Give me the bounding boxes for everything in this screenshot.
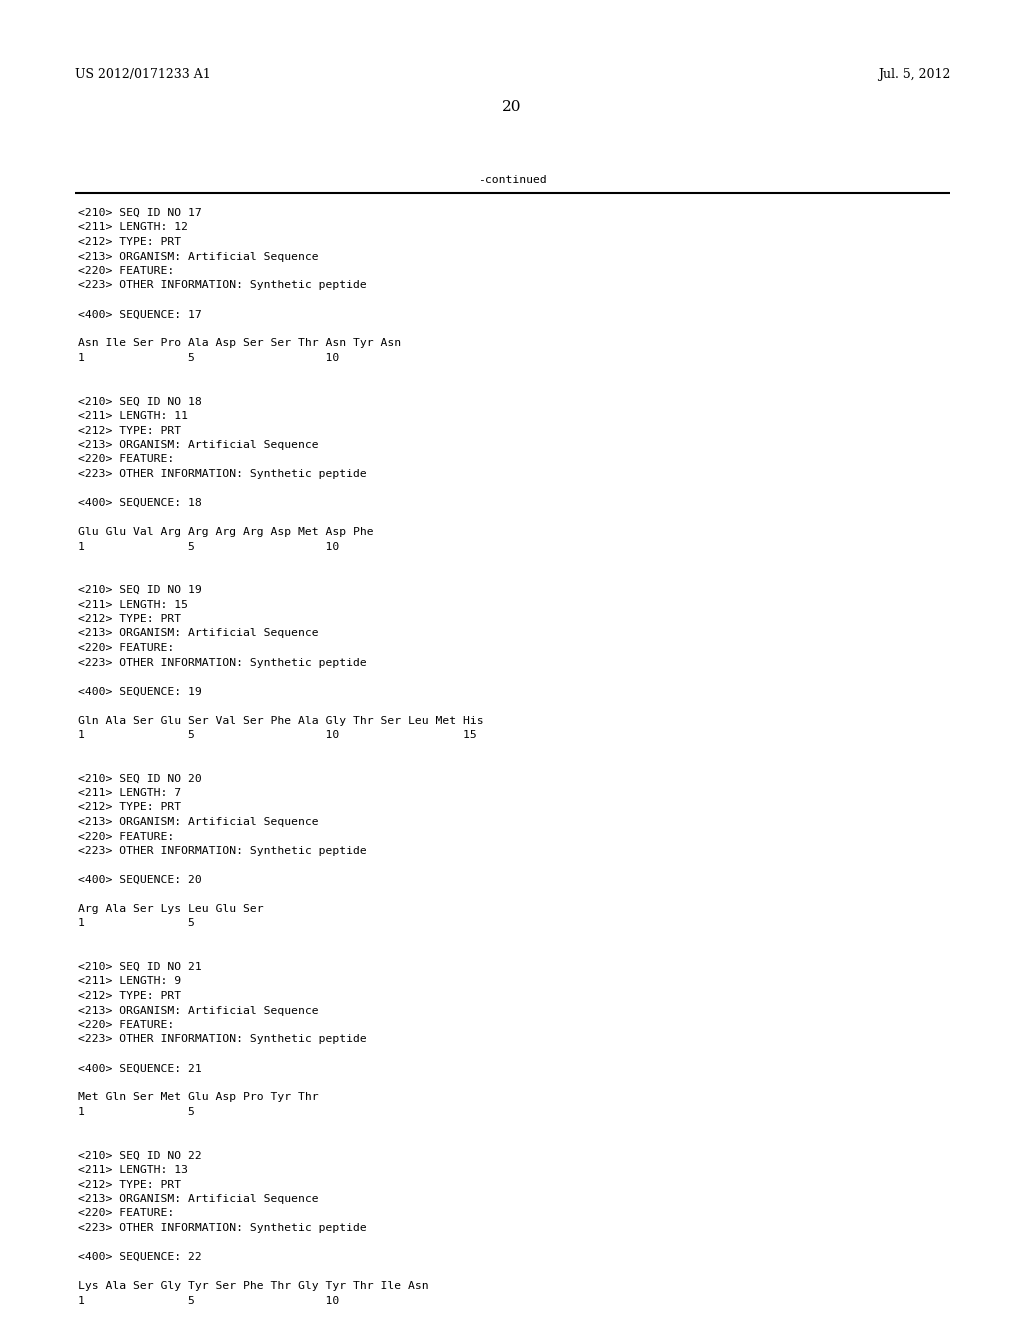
Text: <212> TYPE: PRT: <212> TYPE: PRT bbox=[78, 1180, 181, 1189]
Text: 1               5: 1 5 bbox=[78, 1107, 195, 1117]
Text: <213> ORGANISM: Artificial Sequence: <213> ORGANISM: Artificial Sequence bbox=[78, 1195, 318, 1204]
Text: <213> ORGANISM: Artificial Sequence: <213> ORGANISM: Artificial Sequence bbox=[78, 440, 318, 450]
Text: US 2012/0171233 A1: US 2012/0171233 A1 bbox=[75, 69, 211, 81]
Text: <210> SEQ ID NO 19: <210> SEQ ID NO 19 bbox=[78, 585, 202, 595]
Text: <223> OTHER INFORMATION: Synthetic peptide: <223> OTHER INFORMATION: Synthetic pepti… bbox=[78, 469, 367, 479]
Text: <213> ORGANISM: Artificial Sequence: <213> ORGANISM: Artificial Sequence bbox=[78, 1006, 318, 1015]
Text: <212> TYPE: PRT: <212> TYPE: PRT bbox=[78, 991, 181, 1001]
Text: <212> TYPE: PRT: <212> TYPE: PRT bbox=[78, 425, 181, 436]
Text: Gln Ala Ser Glu Ser Val Ser Phe Ala Gly Thr Ser Leu Met His: Gln Ala Ser Glu Ser Val Ser Phe Ala Gly … bbox=[78, 715, 483, 726]
Text: <211> LENGTH: 9: <211> LENGTH: 9 bbox=[78, 977, 181, 986]
Text: <211> LENGTH: 15: <211> LENGTH: 15 bbox=[78, 599, 188, 610]
Text: 20: 20 bbox=[502, 100, 522, 114]
Text: <220> FEATURE:: <220> FEATURE: bbox=[78, 643, 174, 653]
Text: <211> LENGTH: 11: <211> LENGTH: 11 bbox=[78, 411, 188, 421]
Text: <210> SEQ ID NO 17: <210> SEQ ID NO 17 bbox=[78, 209, 202, 218]
Text: <210> SEQ ID NO 18: <210> SEQ ID NO 18 bbox=[78, 396, 202, 407]
Text: Asn Ile Ser Pro Ala Asp Ser Ser Thr Asn Tyr Asn: Asn Ile Ser Pro Ala Asp Ser Ser Thr Asn … bbox=[78, 338, 401, 348]
Text: <223> OTHER INFORMATION: Synthetic peptide: <223> OTHER INFORMATION: Synthetic pepti… bbox=[78, 1224, 367, 1233]
Text: <400> SEQUENCE: 18: <400> SEQUENCE: 18 bbox=[78, 498, 202, 508]
Text: <210> SEQ ID NO 22: <210> SEQ ID NO 22 bbox=[78, 1151, 202, 1160]
Text: <400> SEQUENCE: 17: <400> SEQUENCE: 17 bbox=[78, 309, 202, 319]
Text: <220> FEATURE:: <220> FEATURE: bbox=[78, 454, 174, 465]
Text: <223> OTHER INFORMATION: Synthetic peptide: <223> OTHER INFORMATION: Synthetic pepti… bbox=[78, 657, 367, 668]
Text: <210> SEQ ID NO 20: <210> SEQ ID NO 20 bbox=[78, 774, 202, 784]
Text: <220> FEATURE:: <220> FEATURE: bbox=[78, 1020, 174, 1030]
Text: 1               5                   10: 1 5 10 bbox=[78, 541, 339, 552]
Text: <213> ORGANISM: Artificial Sequence: <213> ORGANISM: Artificial Sequence bbox=[78, 628, 318, 639]
Text: <212> TYPE: PRT: <212> TYPE: PRT bbox=[78, 238, 181, 247]
Text: <213> ORGANISM: Artificial Sequence: <213> ORGANISM: Artificial Sequence bbox=[78, 252, 318, 261]
Text: Jul. 5, 2012: Jul. 5, 2012 bbox=[878, 69, 950, 81]
Text: <211> LENGTH: 13: <211> LENGTH: 13 bbox=[78, 1166, 188, 1175]
Text: -continued: -continued bbox=[477, 176, 547, 185]
Text: <220> FEATURE:: <220> FEATURE: bbox=[78, 832, 174, 842]
Text: <210> SEQ ID NO 21: <210> SEQ ID NO 21 bbox=[78, 962, 202, 972]
Text: <400> SEQUENCE: 19: <400> SEQUENCE: 19 bbox=[78, 686, 202, 697]
Text: 1               5                   10: 1 5 10 bbox=[78, 352, 339, 363]
Text: <212> TYPE: PRT: <212> TYPE: PRT bbox=[78, 803, 181, 813]
Text: <400> SEQUENCE: 20: <400> SEQUENCE: 20 bbox=[78, 875, 202, 884]
Text: <211> LENGTH: 7: <211> LENGTH: 7 bbox=[78, 788, 181, 799]
Text: <400> SEQUENCE: 22: <400> SEQUENCE: 22 bbox=[78, 1251, 202, 1262]
Text: <220> FEATURE:: <220> FEATURE: bbox=[78, 1209, 174, 1218]
Text: 1               5: 1 5 bbox=[78, 919, 195, 928]
Text: <213> ORGANISM: Artificial Sequence: <213> ORGANISM: Artificial Sequence bbox=[78, 817, 318, 828]
Text: Glu Glu Val Arg Arg Arg Arg Asp Met Asp Phe: Glu Glu Val Arg Arg Arg Arg Asp Met Asp … bbox=[78, 527, 374, 537]
Text: <212> TYPE: PRT: <212> TYPE: PRT bbox=[78, 614, 181, 624]
Text: Arg Ala Ser Lys Leu Glu Ser: Arg Ala Ser Lys Leu Glu Ser bbox=[78, 904, 263, 913]
Text: <211> LENGTH: 12: <211> LENGTH: 12 bbox=[78, 223, 188, 232]
Text: Met Gln Ser Met Glu Asp Pro Tyr Thr: Met Gln Ser Met Glu Asp Pro Tyr Thr bbox=[78, 1093, 318, 1102]
Text: <220> FEATURE:: <220> FEATURE: bbox=[78, 267, 174, 276]
Text: 1               5                   10: 1 5 10 bbox=[78, 1295, 339, 1305]
Text: <223> OTHER INFORMATION: Synthetic peptide: <223> OTHER INFORMATION: Synthetic pepti… bbox=[78, 846, 367, 855]
Text: Lys Ala Ser Gly Tyr Ser Phe Thr Gly Tyr Thr Ile Asn: Lys Ala Ser Gly Tyr Ser Phe Thr Gly Tyr … bbox=[78, 1280, 429, 1291]
Text: <223> OTHER INFORMATION: Synthetic peptide: <223> OTHER INFORMATION: Synthetic pepti… bbox=[78, 1035, 367, 1044]
Text: <400> SEQUENCE: 21: <400> SEQUENCE: 21 bbox=[78, 1064, 202, 1073]
Text: <223> OTHER INFORMATION: Synthetic peptide: <223> OTHER INFORMATION: Synthetic pepti… bbox=[78, 281, 367, 290]
Text: 1               5                   10                  15: 1 5 10 15 bbox=[78, 730, 477, 741]
